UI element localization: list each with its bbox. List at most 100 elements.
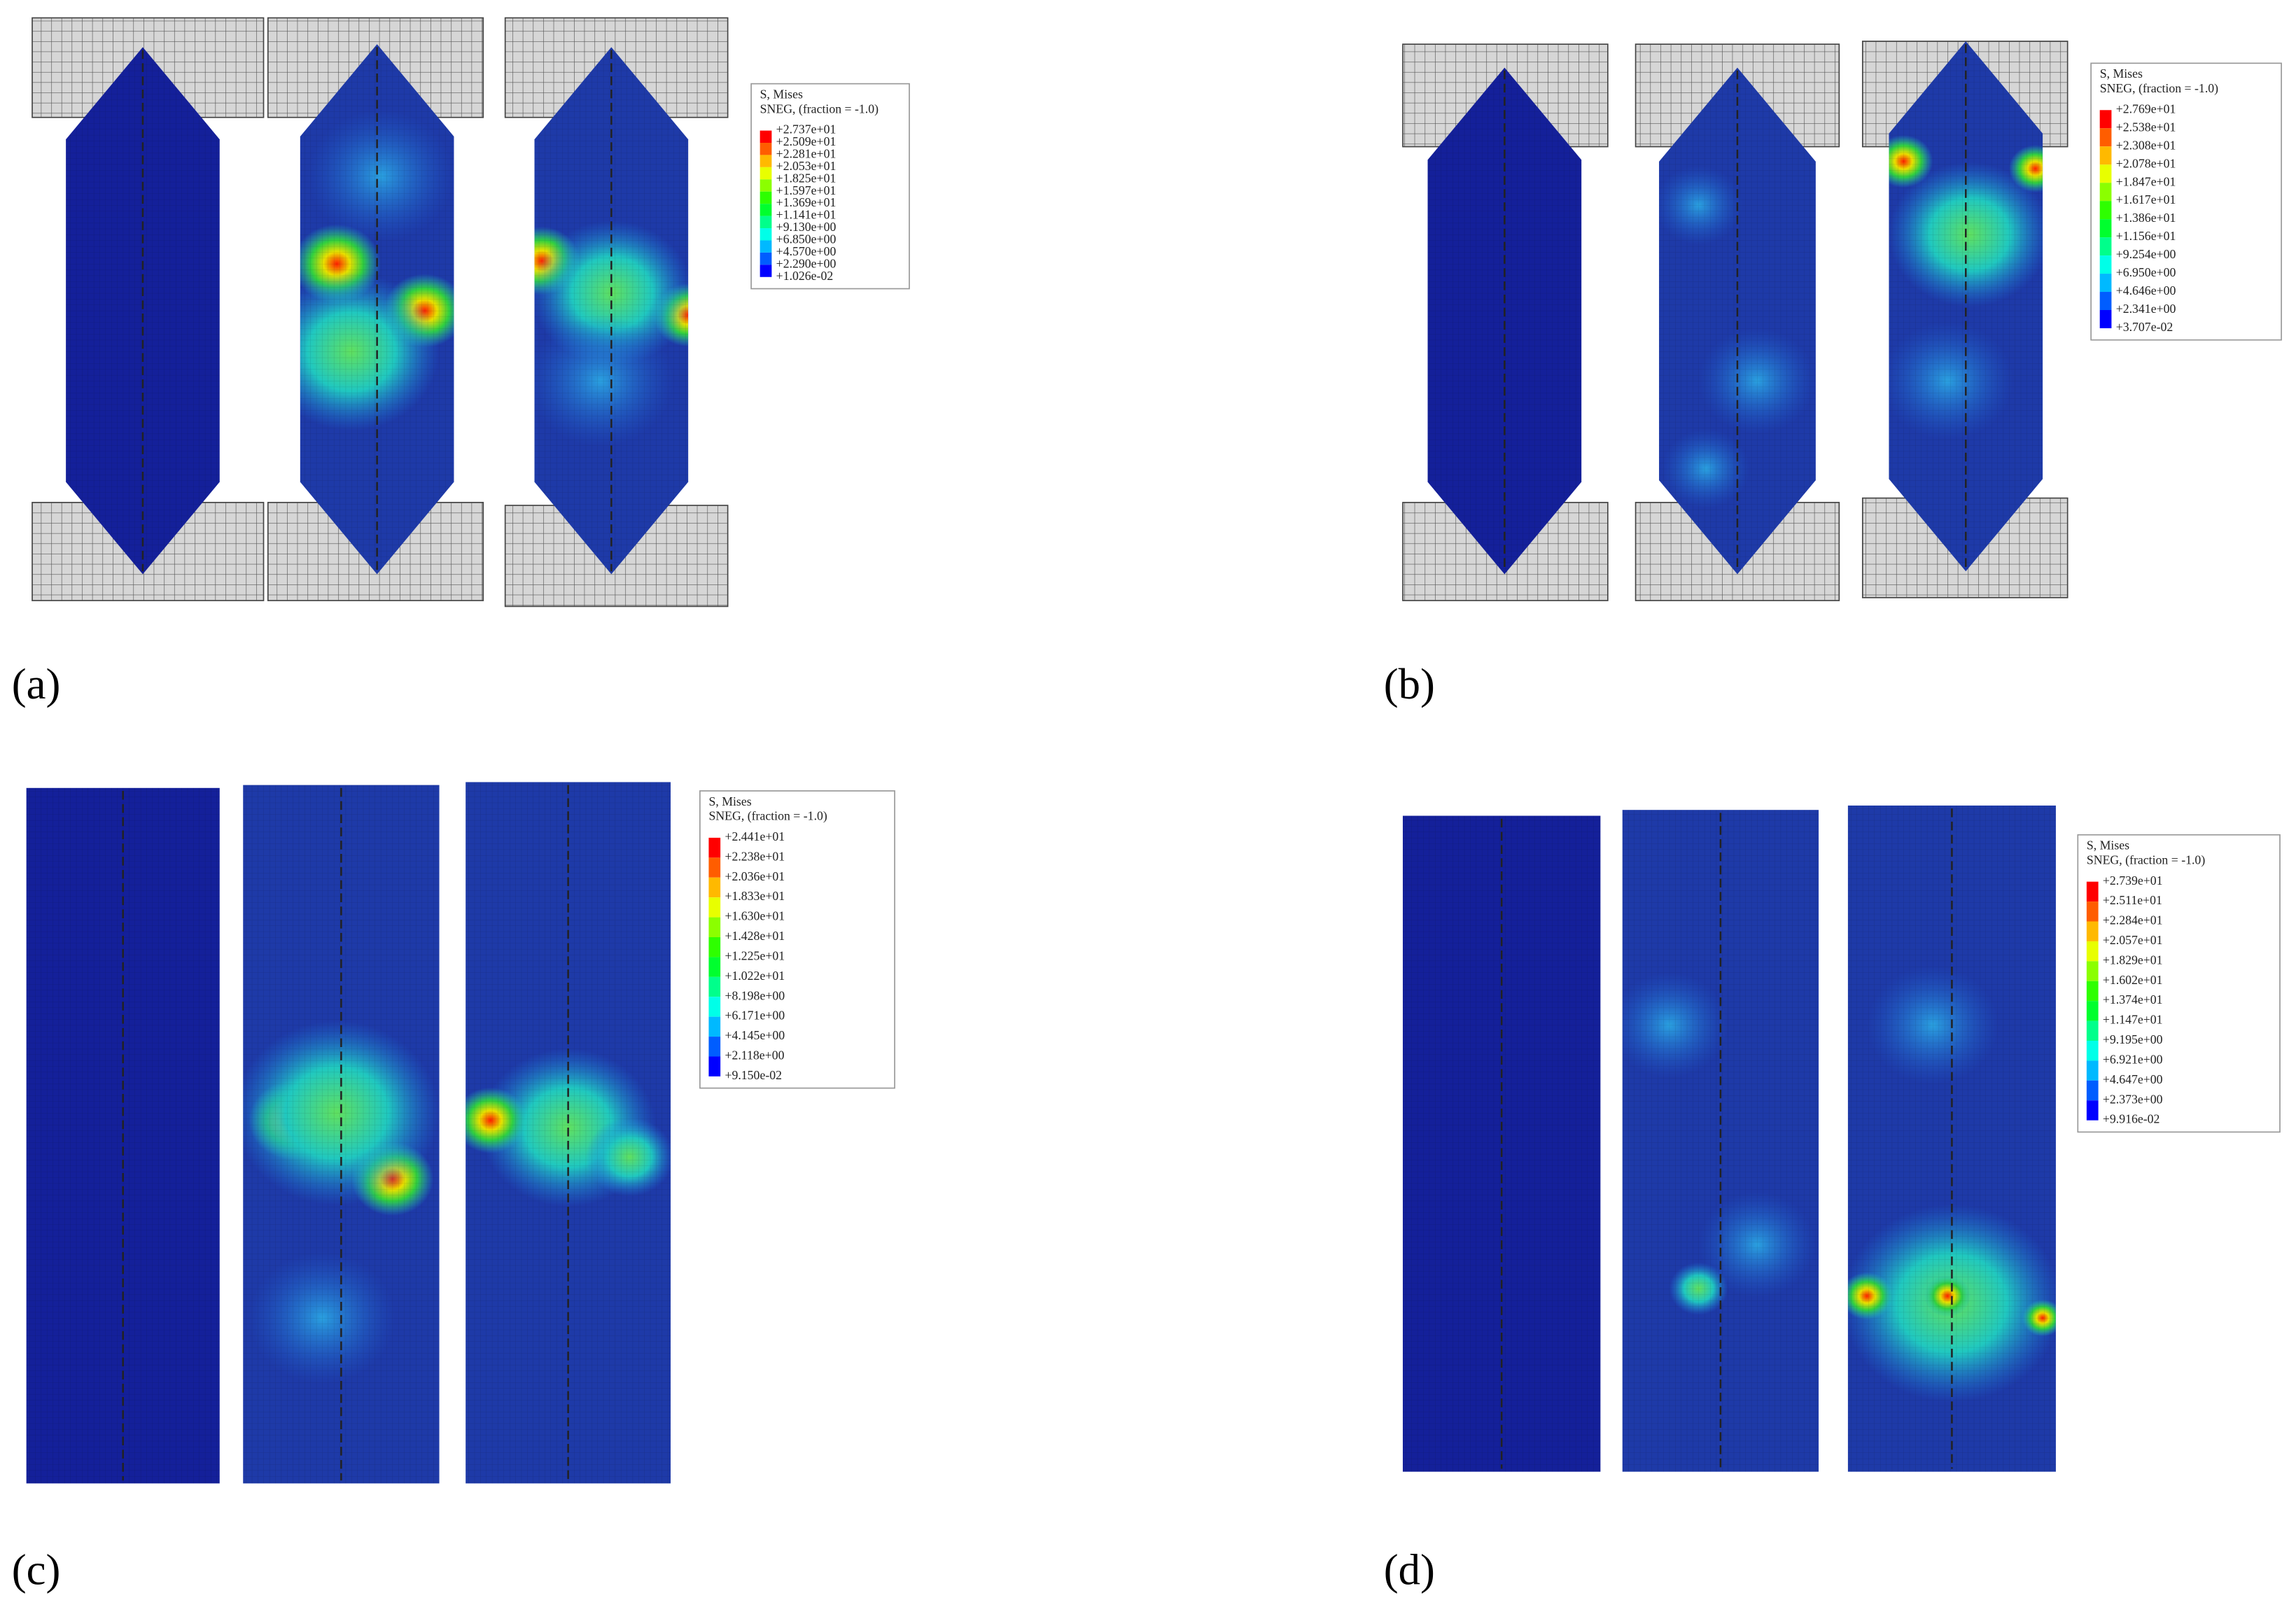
panel-label: (b): [1384, 659, 1435, 708]
legend-value: +2.290e+00: [776, 256, 836, 270]
legend-value: +2.737e+01: [776, 122, 836, 136]
legend-value: +9.254e+00: [2116, 247, 2176, 261]
legend-title: S, Mises: [2100, 66, 2143, 80]
legend-value: +2.511e+01: [2103, 893, 2162, 907]
specimen: [267, 17, 484, 601]
legend-swatch: [2099, 128, 2112, 147]
legend-subtitle: SNEG, (fraction = -1.0): [2100, 81, 2218, 96]
legend-swatch: [2086, 881, 2099, 902]
stress-field: [534, 47, 689, 575]
legend-swatch: [760, 240, 772, 253]
legend-value: +9.195e+00: [2103, 1032, 2163, 1046]
legend-value: +2.053e+01: [776, 159, 836, 173]
legend-value: +1.825e+01: [776, 171, 836, 185]
legend-value: +9.916e-02: [2103, 1112, 2160, 1126]
specimen: [465, 782, 671, 1484]
legend-value: +6.850e+00: [776, 232, 836, 246]
legend-swatch: [2086, 941, 2099, 962]
legend-value: +4.646e+00: [2116, 283, 2176, 297]
legend-value: +4.647e+00: [2103, 1072, 2163, 1086]
specimen: [243, 785, 440, 1484]
legend-value: +2.509e+01: [776, 134, 836, 148]
stress-field: [465, 782, 671, 1484]
legend-value: +2.281e+01: [776, 147, 836, 161]
specimen: [1402, 815, 1601, 1472]
legend-value: +4.570e+00: [776, 244, 836, 258]
legend-box: [2090, 62, 2282, 341]
legend-title: S, Mises: [2087, 838, 2129, 852]
stress-field: [300, 44, 454, 575]
legend-swatch: [2086, 901, 2099, 922]
legend-swatch: [760, 265, 772, 277]
legend-swatch: [708, 877, 721, 898]
legend-swatch: [2099, 255, 2112, 274]
legend-swatch: [708, 917, 721, 937]
legend-value: +1.147e+01: [2103, 1013, 2163, 1027]
mesh: [1889, 41, 2043, 572]
legend-value: +1.617e+01: [2116, 192, 2176, 206]
legend-value: +2.036e+01: [724, 869, 785, 883]
legend-value: +1.026e-02: [776, 269, 834, 283]
legend-subtitle: SNEG, (fraction = -1.0): [760, 101, 878, 116]
legend-value: +2.739e+01: [2103, 873, 2163, 887]
legend-swatch: [2086, 981, 2099, 1002]
legend-swatch: [2099, 237, 2112, 256]
legend-value: +2.284e+01: [2103, 913, 2163, 927]
legend-value: +1.156e+01: [2116, 229, 2176, 243]
legend-swatch: [760, 216, 772, 229]
legend-subtitle: SNEG, (fraction = -1.0): [708, 809, 827, 824]
legend-swatch: [708, 857, 721, 878]
legend-value: +1.428e+01: [724, 929, 785, 943]
specimen: [1402, 43, 1609, 601]
specimen: [26, 787, 220, 1484]
specimen: [504, 17, 729, 608]
legend-subtitle: SNEG, (fraction = -1.0): [2087, 852, 2205, 867]
legend-swatch: [760, 130, 772, 143]
legend-value: +2.078e+01: [2116, 156, 2176, 170]
legend-value: +2.308e+01: [2116, 138, 2176, 152]
legend-swatch: [760, 228, 772, 241]
legend-value: +3.707e-02: [2116, 320, 2174, 334]
legend-value: +1.374e+01: [2103, 992, 2163, 1006]
legend-value: +1.141e+01: [776, 208, 836, 222]
legend-swatch: [2086, 1060, 2099, 1081]
legend-swatch: [760, 167, 772, 180]
legend-value: +2.538e+01: [2116, 120, 2176, 134]
legend-box: [699, 790, 895, 1089]
legend-swatch: [2086, 1040, 2099, 1061]
legend-swatch: [760, 179, 772, 192]
legend-swatch: [760, 252, 772, 265]
legend-value: +2.057e+01: [2103, 933, 2163, 947]
mesh: [534, 47, 689, 575]
legend-swatch: [2086, 1020, 2099, 1041]
legend-value: +1.225e+01: [724, 948, 785, 962]
legend-swatch: [2099, 274, 2112, 293]
legend-box: [2077, 834, 2281, 1133]
legend-value: +9.130e+00: [776, 220, 836, 234]
legend-swatch: [708, 1037, 721, 1057]
legend-swatch: [708, 1016, 721, 1037]
legend-value: +1.022e+01: [724, 969, 785, 983]
legend-swatch: [2099, 164, 2112, 183]
stress-field: [243, 785, 440, 1484]
legend-value: +1.829e+01: [2103, 953, 2163, 967]
legend-swatch: [2099, 110, 2112, 129]
legend-value: +1.386e+01: [2116, 211, 2176, 225]
legend-swatch: [708, 1056, 721, 1076]
stress-field: [66, 47, 220, 575]
specimen: [1861, 41, 2068, 598]
legend-swatch: [2099, 201, 2112, 220]
legend-value: +1.369e+01: [776, 195, 836, 209]
legend-value: +9.150e-02: [724, 1068, 782, 1082]
legend-value: +2.118e+00: [724, 1048, 784, 1062]
legend-value: +6.171e+00: [724, 1009, 785, 1023]
stress-field: [1889, 41, 2043, 572]
specimen: [1622, 810, 1819, 1472]
legend-value: +2.769e+01: [2116, 101, 2176, 115]
